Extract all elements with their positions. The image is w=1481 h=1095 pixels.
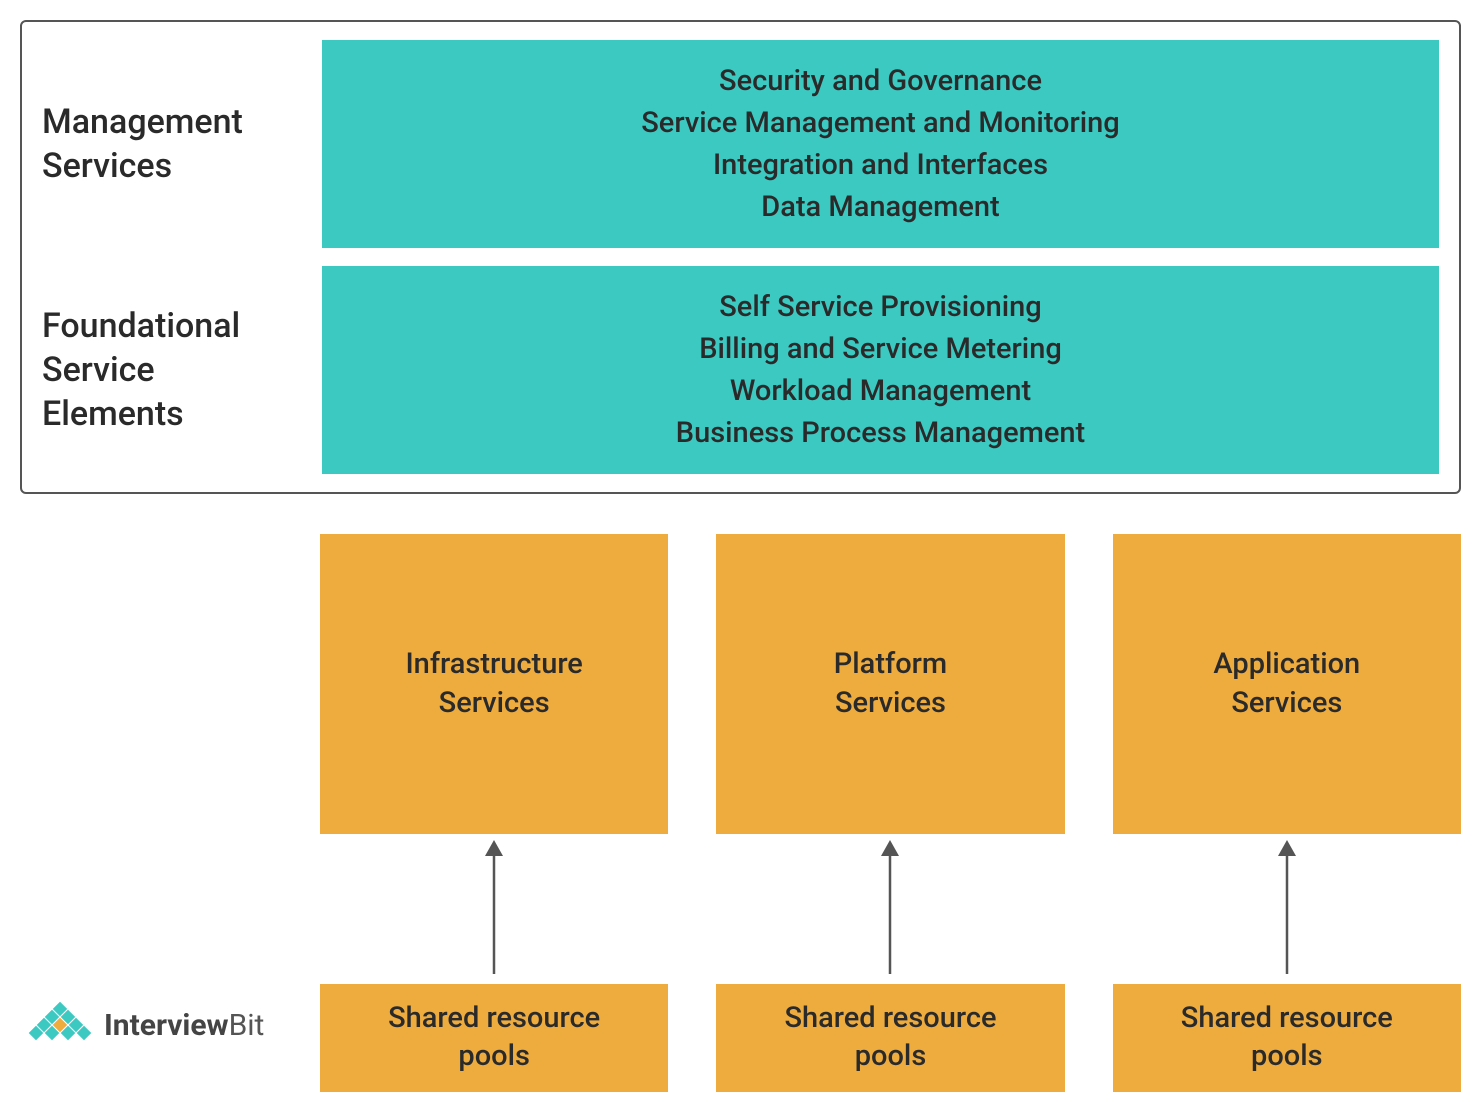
label-line: Foundational xyxy=(42,306,240,346)
text-line: Shared resource xyxy=(784,1001,996,1035)
logo-brand-light: Bit xyxy=(229,1008,265,1043)
teal-item: Business Process Management xyxy=(338,412,1423,454)
card-text: Infrastructure Services xyxy=(405,645,582,723)
arrow-container xyxy=(474,834,514,984)
platform-services-card: Platform Services xyxy=(716,534,1064,834)
pool-text: Shared resource pools xyxy=(1123,1000,1451,1075)
arrow-up-icon xyxy=(474,834,514,984)
teal-item: Data Management xyxy=(338,186,1423,228)
text-line: pools xyxy=(458,1039,530,1073)
label-line: Services xyxy=(42,146,172,186)
interviewbit-logo: InterviewBit xyxy=(24,999,264,1051)
text-line: Application xyxy=(1213,647,1360,681)
infrastructure-services-card: Infrastructure Services xyxy=(320,534,668,834)
shared-resource-pool-box: Shared resource pools xyxy=(1113,984,1461,1091)
logo-brand-bold: Interview xyxy=(104,1008,229,1043)
teal-item: Security and Governance xyxy=(338,60,1423,102)
text-line: Shared resource xyxy=(388,1001,600,1035)
foundational-elements-box: Self Service Provisioning Billing and Se… xyxy=(322,266,1439,474)
services-outer-box: Management Services Security and Governa… xyxy=(20,20,1461,494)
text-line: Shared resource xyxy=(1181,1001,1393,1035)
shared-resource-pool-box: Shared resource pools xyxy=(320,984,668,1091)
arrow-container xyxy=(1267,834,1307,984)
teal-item: Integration and Interfaces xyxy=(338,144,1423,186)
teal-item: Service Management and Monitoring xyxy=(338,102,1423,144)
text-line: Services xyxy=(835,686,946,720)
teal-item: Workload Management xyxy=(338,370,1423,412)
shared-resource-pool-box: Shared resource pools xyxy=(716,984,1064,1091)
logo-text: InterviewBit xyxy=(104,1008,264,1043)
pool-text: Shared resource pools xyxy=(726,1000,1054,1075)
text-line: Services xyxy=(1231,686,1342,720)
management-services-row: Management Services Security and Governa… xyxy=(42,40,1439,248)
service-columns: Infrastructure Services Shared resource … xyxy=(320,534,1461,1091)
teal-item: Billing and Service Metering xyxy=(338,328,1423,370)
application-column: Application Services Shared resource poo… xyxy=(1113,534,1461,1091)
arrow-up-icon xyxy=(1267,834,1307,984)
arrow-up-icon xyxy=(870,834,910,984)
card-text: Application Services xyxy=(1213,645,1360,723)
infrastructure-column: Infrastructure Services Shared resource … xyxy=(320,534,668,1091)
label-line: Elements xyxy=(42,394,184,434)
arrow-container xyxy=(870,834,910,984)
management-services-label: Management Services xyxy=(42,100,322,188)
application-services-card: Application Services xyxy=(1113,534,1461,834)
foundational-elements-row: Foundational Service Elements Self Servi… xyxy=(42,266,1439,474)
text-line: Services xyxy=(439,686,550,720)
text-line: Infrastructure xyxy=(405,647,582,681)
pool-text: Shared resource pools xyxy=(330,1000,658,1075)
teal-item: Self Service Provisioning xyxy=(338,286,1423,328)
label-line: Management xyxy=(42,102,243,142)
card-text: Platform Services xyxy=(834,645,947,723)
management-services-box: Security and Governance Service Manageme… xyxy=(322,40,1439,248)
foundational-elements-label: Foundational Service Elements xyxy=(42,304,322,437)
label-line: Service xyxy=(42,350,155,390)
text-line: pools xyxy=(855,1039,927,1073)
platform-column: Platform Services Shared resource pools xyxy=(716,534,1064,1091)
text-line: Platform xyxy=(834,647,947,681)
interviewbit-logo-icon xyxy=(24,999,96,1051)
text-line: pools xyxy=(1251,1039,1323,1073)
